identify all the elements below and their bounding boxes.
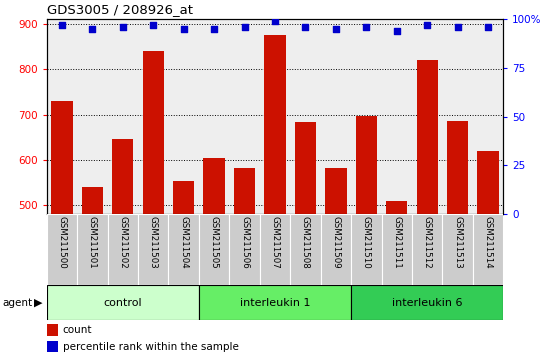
Point: [453, 24, 462, 30]
Text: GSM211514: GSM211514: [483, 216, 493, 269]
Text: GSM211508: GSM211508: [301, 216, 310, 269]
Bar: [142, 51, 164, 354]
Text: GDS3005 / 208926_at: GDS3005 / 208926_at: [47, 3, 192, 16]
Point: [149, 23, 158, 28]
Point: [301, 24, 310, 30]
Bar: [351, 285, 503, 320]
Bar: [442, 214, 473, 285]
Text: GSM211501: GSM211501: [88, 216, 97, 269]
Point: [271, 19, 279, 24]
Text: GSM211506: GSM211506: [240, 216, 249, 269]
Bar: [356, 116, 377, 354]
Point: [392, 28, 401, 34]
Point: [362, 24, 371, 30]
Bar: [325, 168, 347, 354]
Bar: [473, 214, 503, 285]
Bar: [199, 214, 229, 285]
Bar: [234, 167, 255, 354]
Text: interleukin 6: interleukin 6: [392, 298, 463, 308]
Bar: [265, 35, 285, 354]
Text: GSM211510: GSM211510: [362, 216, 371, 269]
Text: count: count: [63, 325, 92, 335]
Bar: [295, 122, 316, 354]
Point: [58, 23, 67, 28]
Bar: [290, 214, 321, 285]
Bar: [47, 324, 58, 336]
Point: [332, 27, 340, 32]
Point: [118, 24, 127, 30]
Point: [210, 27, 218, 32]
Point: [88, 27, 97, 32]
Bar: [260, 214, 290, 285]
Point: [240, 24, 249, 30]
Text: GSM211513: GSM211513: [453, 216, 462, 269]
Bar: [412, 214, 442, 285]
Bar: [351, 214, 382, 285]
Text: GSM211509: GSM211509: [331, 216, 340, 269]
Point: [423, 23, 432, 28]
Bar: [47, 214, 77, 285]
Bar: [229, 214, 260, 285]
Bar: [138, 214, 168, 285]
Text: percentile rank within the sample: percentile rank within the sample: [63, 342, 239, 352]
Bar: [199, 285, 351, 320]
Bar: [168, 214, 199, 285]
Text: GSM211502: GSM211502: [118, 216, 128, 269]
Bar: [416, 60, 438, 354]
Text: interleukin 1: interleukin 1: [240, 298, 310, 308]
Point: [179, 27, 188, 32]
Bar: [204, 158, 225, 354]
Text: GSM211511: GSM211511: [392, 216, 402, 269]
Bar: [477, 151, 499, 354]
Text: ▶: ▶: [34, 298, 42, 308]
Text: control: control: [103, 298, 142, 308]
Bar: [173, 181, 194, 354]
Bar: [77, 214, 108, 285]
Text: GSM211507: GSM211507: [271, 216, 279, 269]
Text: agent: agent: [3, 298, 33, 308]
Text: GSM211512: GSM211512: [422, 216, 432, 269]
Text: GSM211505: GSM211505: [210, 216, 219, 269]
Bar: [382, 214, 412, 285]
Bar: [47, 285, 199, 320]
Bar: [47, 341, 58, 352]
Text: GSM211500: GSM211500: [57, 216, 67, 269]
Bar: [321, 214, 351, 285]
Bar: [108, 214, 138, 285]
Bar: [386, 201, 408, 354]
Point: [483, 24, 492, 30]
Bar: [51, 101, 73, 354]
Bar: [447, 121, 468, 354]
Bar: [82, 187, 103, 354]
Bar: [112, 139, 134, 354]
Text: GSM211503: GSM211503: [148, 216, 158, 269]
Text: GSM211504: GSM211504: [179, 216, 188, 269]
